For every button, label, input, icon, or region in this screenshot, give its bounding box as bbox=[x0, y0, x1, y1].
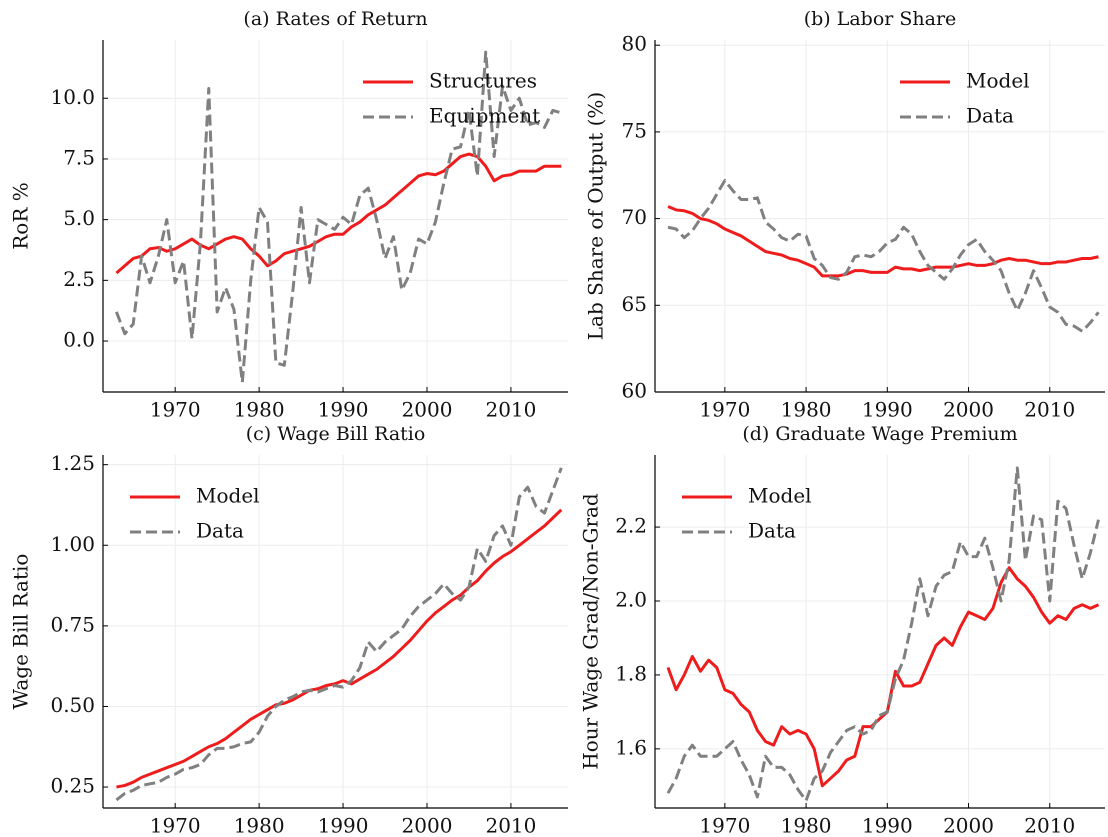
y-tick-label: 5.0 bbox=[63, 206, 95, 230]
panel: (b) Labor Share Lab Share of Output (%) 60… bbox=[584, 8, 1105, 422]
x-tick-label: 1980 bbox=[234, 398, 285, 422]
panel-title: (d) Graduate Wage Premium bbox=[742, 423, 1017, 445]
panel: (d) Graduate Wage Premium Hour Wage Grad/… bbox=[579, 423, 1105, 837]
y-axis-label: RoR % bbox=[9, 182, 33, 250]
panel-title: (a) Rates of Return bbox=[243, 8, 427, 30]
y-tick-label: 80 bbox=[622, 32, 647, 56]
legend-label: Model bbox=[748, 484, 812, 508]
panel: (c) Wage Bill Ratio Wage Bill Ratio 0.25 0.… bbox=[9, 423, 568, 837]
y-tick-label: 2.5 bbox=[63, 267, 95, 291]
x-tick-label: 2010 bbox=[485, 398, 536, 422]
panel-title: (c) Wage Bill Ratio bbox=[246, 423, 426, 445]
x-tick-label: 1980 bbox=[781, 814, 832, 837]
x-tick-label: 1980 bbox=[781, 398, 832, 422]
x-tick-label: 2010 bbox=[1024, 398, 1075, 422]
series-line bbox=[115, 467, 563, 802]
legend-label: Equipment bbox=[429, 104, 540, 128]
y-tick-label: 2.0 bbox=[615, 588, 647, 612]
series-line bbox=[667, 205, 1099, 278]
y-tick-label: 70 bbox=[622, 205, 647, 229]
x-tick-label: 1970 bbox=[150, 398, 201, 422]
y-tick-label: 65 bbox=[622, 292, 647, 316]
series-line bbox=[116, 508, 563, 789]
legend-label: Model bbox=[196, 484, 260, 508]
x-tick-label: 1980 bbox=[234, 814, 285, 837]
y-tick-label: 60 bbox=[622, 379, 647, 403]
x-tick-label: 1970 bbox=[699, 398, 750, 422]
x-tick-label: 2010 bbox=[485, 814, 536, 837]
series-line bbox=[115, 50, 562, 384]
y-tick-label: 0.0 bbox=[63, 328, 95, 352]
y-tick-label: 1.6 bbox=[615, 735, 647, 759]
x-tick-label: 2000 bbox=[943, 398, 994, 422]
y-tick-label: 0.25 bbox=[50, 774, 95, 798]
y-tick-label: 1.25 bbox=[50, 451, 95, 475]
y-axis-label: Wage Bill Ratio bbox=[9, 554, 33, 710]
legend-label: Data bbox=[966, 104, 1014, 128]
x-tick-label: 2010 bbox=[1024, 814, 1075, 837]
x-tick-label: 2000 bbox=[943, 814, 994, 837]
series-line bbox=[666, 566, 1100, 788]
x-tick-label: 1990 bbox=[862, 398, 913, 422]
y-tick-label: 2.2 bbox=[615, 514, 647, 538]
y-tick-label: 0.50 bbox=[50, 693, 95, 717]
series-line bbox=[666, 466, 1100, 803]
legend-label: Model bbox=[966, 69, 1030, 93]
legend-label: Data bbox=[748, 519, 796, 543]
x-tick-label: 1970 bbox=[150, 814, 201, 837]
y-tick-label: 7.5 bbox=[63, 145, 95, 169]
y-tick-label: 1.00 bbox=[50, 532, 95, 556]
x-tick-label: 2000 bbox=[402, 398, 453, 422]
series-line bbox=[115, 152, 562, 275]
legend-label: Structures bbox=[429, 69, 537, 93]
x-tick-label: 2000 bbox=[402, 814, 453, 837]
y-axis-label: Hour Wage Grad/Non-Grad bbox=[579, 493, 603, 770]
panel-title: (b) Labor Share bbox=[804, 8, 957, 30]
x-tick-label: 1990 bbox=[862, 814, 913, 837]
x-tick-label: 1970 bbox=[699, 814, 750, 837]
series-line bbox=[667, 178, 1100, 333]
y-tick-label: 10.0 bbox=[50, 85, 95, 109]
panel: (a) Rates of Return RoR % 0.0 2.5 5.0 7.5 10.0… bbox=[9, 8, 568, 422]
x-tick-label: 1990 bbox=[318, 814, 369, 837]
y-tick-label: 75 bbox=[622, 118, 647, 142]
legend-label: Data bbox=[196, 519, 244, 543]
y-tick-label: 1.8 bbox=[615, 661, 647, 685]
y-axis-label: Lab Share of Output (%) bbox=[584, 92, 608, 340]
x-tick-label: 1990 bbox=[318, 398, 369, 422]
y-tick-label: 0.75 bbox=[50, 612, 95, 636]
